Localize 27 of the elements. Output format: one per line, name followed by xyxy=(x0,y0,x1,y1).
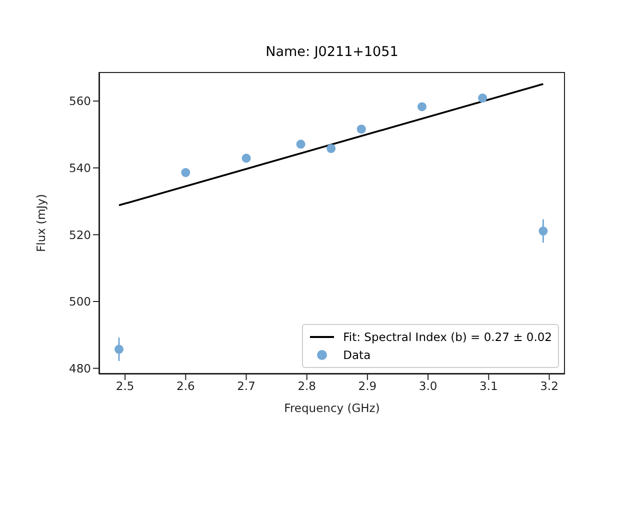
x-tick-label: 3.0 xyxy=(418,379,438,394)
y-tick-label: 520 xyxy=(69,228,91,242)
point xyxy=(114,344,124,354)
y-tick-label: 540 xyxy=(69,160,91,175)
y-tick-label: 500 xyxy=(69,294,91,309)
y-axis-title: Flux (mJy) xyxy=(34,194,48,252)
x-tick-label: 2.8 xyxy=(298,379,316,394)
legend-label: Data xyxy=(343,348,371,362)
legend-label: Fit: Spectral Index (b) = 0.27 ± 0.02 xyxy=(343,330,552,344)
point xyxy=(538,226,548,236)
point xyxy=(478,94,488,103)
x-tick-label: 2.5 xyxy=(116,379,134,394)
y-tick-label: 560 xyxy=(69,94,91,108)
point xyxy=(356,124,366,134)
x-tick-label: 3.1 xyxy=(480,379,498,394)
x-tick-label: 2.9 xyxy=(358,379,377,394)
x-tick-label: 2.7 xyxy=(237,379,256,394)
point xyxy=(296,140,306,149)
point xyxy=(417,102,426,112)
point xyxy=(326,144,336,154)
x-axis-title: Frequency (GHz) xyxy=(284,401,380,415)
point xyxy=(181,168,190,178)
x-tick-label: 2.6 xyxy=(176,379,195,394)
chart-title: Name: J0211+1051 xyxy=(264,44,400,60)
y-tick-label: 480 xyxy=(69,361,91,376)
point xyxy=(242,154,251,163)
x-tick-label: 3.2 xyxy=(540,379,558,394)
